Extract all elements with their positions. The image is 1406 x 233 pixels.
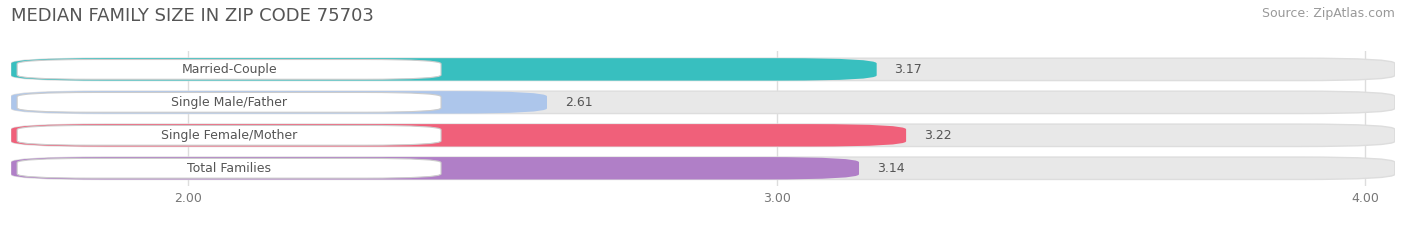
FancyBboxPatch shape bbox=[17, 158, 441, 178]
FancyBboxPatch shape bbox=[11, 58, 1395, 81]
Text: 3.14: 3.14 bbox=[877, 162, 904, 175]
Text: Single Female/Mother: Single Female/Mother bbox=[160, 129, 297, 142]
Text: 2.61: 2.61 bbox=[565, 96, 592, 109]
FancyBboxPatch shape bbox=[11, 157, 859, 179]
Text: 3.22: 3.22 bbox=[924, 129, 952, 142]
FancyBboxPatch shape bbox=[11, 124, 1395, 147]
Text: Source: ZipAtlas.com: Source: ZipAtlas.com bbox=[1261, 7, 1395, 20]
FancyBboxPatch shape bbox=[11, 91, 547, 113]
FancyBboxPatch shape bbox=[11, 124, 905, 147]
Text: 3.17: 3.17 bbox=[894, 63, 922, 76]
FancyBboxPatch shape bbox=[17, 125, 441, 145]
FancyBboxPatch shape bbox=[17, 59, 441, 79]
FancyBboxPatch shape bbox=[11, 157, 1395, 179]
Text: Married-Couple: Married-Couple bbox=[181, 63, 277, 76]
FancyBboxPatch shape bbox=[17, 93, 441, 112]
Text: MEDIAN FAMILY SIZE IN ZIP CODE 75703: MEDIAN FAMILY SIZE IN ZIP CODE 75703 bbox=[11, 7, 374, 25]
FancyBboxPatch shape bbox=[11, 91, 1395, 113]
FancyBboxPatch shape bbox=[11, 58, 877, 81]
Text: Single Male/Father: Single Male/Father bbox=[172, 96, 287, 109]
Text: Total Families: Total Families bbox=[187, 162, 271, 175]
